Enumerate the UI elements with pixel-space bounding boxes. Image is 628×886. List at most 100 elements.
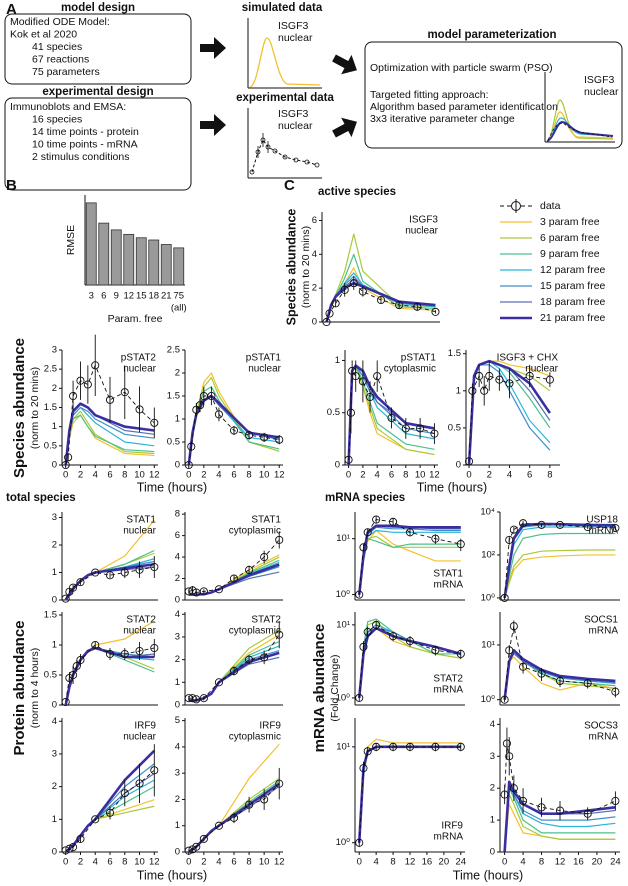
legend-label: 21 param free — [540, 312, 606, 324]
y-tick-label: 0 — [175, 700, 180, 711]
y-axis-subtitle: (norm to 20 mins) — [300, 226, 312, 308]
x-tick-label: 12 — [123, 291, 134, 302]
bar — [85, 202, 97, 286]
x-tick-label: 4 — [507, 470, 512, 481]
data-point — [187, 442, 196, 451]
chart-title: cytoplasmic — [384, 364, 436, 375]
box-text: Modified ODE Model: — [10, 16, 110, 28]
data-point — [91, 640, 100, 650]
data-point — [372, 515, 381, 524]
x-tick-label: 12 — [149, 470, 160, 481]
chart-title: mRNA — [434, 685, 464, 696]
data-point — [91, 568, 100, 577]
data-point — [69, 670, 78, 680]
data-point — [405, 742, 415, 751]
legend-label: 3 param free — [540, 216, 600, 228]
x-tick-label: 2 — [360, 470, 365, 481]
arrow — [200, 114, 226, 136]
y-tick-label: 0 — [175, 460, 180, 471]
x-tick-label: 8 — [246, 857, 251, 868]
x-tick-label: 6 — [231, 470, 236, 481]
sim-line — [64, 562, 155, 601]
y-tick-label: 0 — [52, 460, 57, 471]
mini-label: nuclear — [278, 32, 313, 44]
x-tick-label: 6 — [231, 857, 236, 868]
data-point — [509, 622, 518, 631]
y-tick-label: 4 — [52, 716, 57, 727]
data-point — [372, 620, 381, 629]
x-tick-label: 8 — [547, 470, 552, 481]
box-text: Immunoblots and EMSA: — [10, 101, 126, 113]
chart-title: STAT2 — [251, 615, 281, 626]
mini-points — [249, 133, 320, 175]
y-tick-label: 3 — [52, 512, 57, 523]
y-tick-label: 4 — [175, 552, 180, 563]
data-point — [505, 379, 514, 388]
y-tick-label: 3 — [490, 751, 495, 762]
y-tick-label: 1 — [52, 421, 57, 432]
data-point — [537, 669, 546, 678]
box-text: 67 reactions — [32, 53, 89, 65]
panel-label: A — [6, 1, 17, 18]
box-title: model parameterization — [427, 29, 556, 41]
y-tick-label: 5 — [175, 715, 180, 726]
y-tick-label: 2.5 — [44, 364, 57, 375]
data-point — [500, 695, 509, 704]
data-point — [373, 372, 382, 381]
data-point — [245, 800, 254, 809]
box-text: Targeted fitting approach: — [370, 89, 489, 101]
chart-title: mRNA — [589, 526, 619, 537]
data-point — [405, 637, 415, 646]
y-tick-label: 4 — [175, 741, 180, 752]
box-text: 3x3 iterative parameter change — [370, 113, 515, 125]
y-tick-label: 4 — [312, 249, 317, 260]
y-tick-label: 0 — [52, 847, 57, 858]
x-tick-label: 6 — [527, 470, 532, 481]
chart-title: cytoplasmic — [229, 526, 281, 537]
data-line — [468, 374, 550, 462]
heading: total species — [6, 492, 76, 504]
x-tick-label: 8 — [122, 857, 127, 868]
data-point — [91, 361, 100, 370]
x-tick-label: 20 — [439, 857, 450, 868]
data-point — [500, 593, 509, 602]
box-text: 2 stimulus conditions — [32, 151, 129, 163]
x-tick-label: 12 — [274, 857, 285, 868]
data-point — [120, 789, 129, 798]
data-point — [229, 426, 239, 435]
x-axis-title: Param. free — [108, 313, 163, 325]
data-point — [519, 519, 528, 528]
data-point — [275, 535, 284, 544]
box-text: Optimization with particle swarm (PSO) — [370, 62, 553, 74]
data-point — [275, 630, 284, 639]
x-tick-label: 2 — [487, 470, 492, 481]
y-tick-label: 0 — [175, 595, 180, 606]
data-point — [346, 408, 355, 417]
data-point — [456, 649, 465, 658]
y-tick-label: 2 — [175, 573, 180, 584]
bar — [110, 229, 122, 286]
x-tick-label: 12 — [429, 470, 440, 481]
bar — [173, 247, 185, 286]
data-point — [583, 809, 592, 818]
chart-title: ISGF3 — [409, 215, 438, 226]
x-tick-label: 21 — [161, 291, 172, 302]
data-point — [537, 520, 546, 529]
x-tick-label: 6 — [107, 857, 112, 868]
sim-line — [503, 522, 616, 599]
x-axis-title: Time (hours) — [137, 480, 207, 494]
x-tick-label: 3 — [89, 291, 94, 302]
data-point — [555, 806, 565, 815]
x-axis-title: Time (hours) — [137, 868, 207, 882]
data-point — [583, 522, 592, 532]
legend-label: 12 param free — [540, 264, 606, 276]
data-line — [326, 282, 436, 323]
y-tick-label: 1 — [52, 567, 57, 578]
y-tick-label: 1 — [175, 677, 180, 688]
chart-title: pSTAT1 — [401, 353, 437, 364]
data-point — [76, 578, 85, 587]
data-point — [61, 460, 70, 470]
data-point — [150, 643, 159, 653]
y-tick-label: 10¹ — [336, 533, 350, 544]
chart-title: IRF9 — [134, 721, 156, 732]
